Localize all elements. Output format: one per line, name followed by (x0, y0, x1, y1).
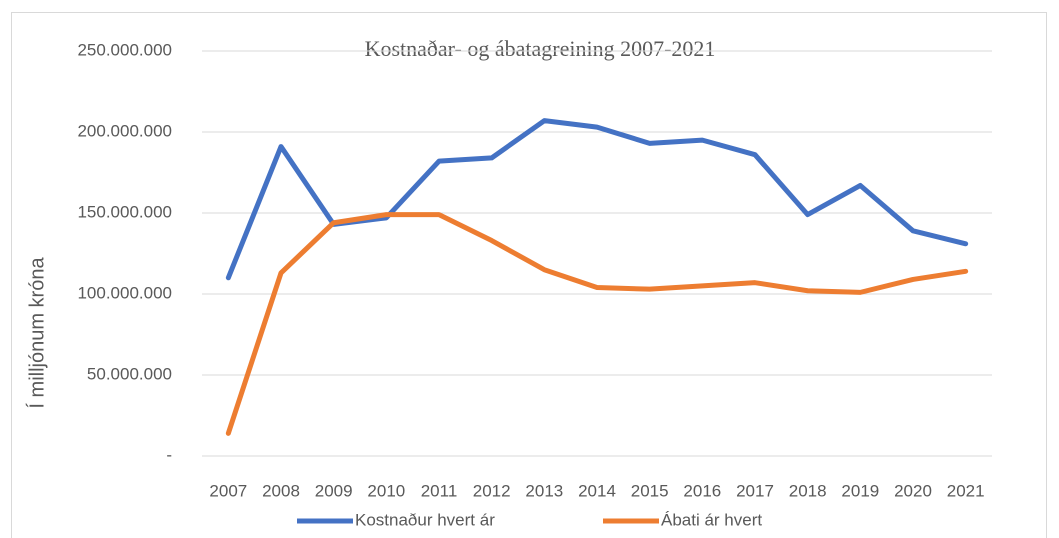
legend-label: Ábati ár hvert (661, 510, 762, 529)
legend-label: Kostnaður hvert ár (355, 510, 495, 529)
x-tick-label: 2007 (209, 481, 247, 500)
y-tick-label: 100.000.000 (77, 283, 172, 302)
x-tick-label: 2018 (789, 481, 827, 500)
x-tick-label: 2013 (525, 481, 563, 500)
y-tick-label: - (166, 445, 172, 464)
x-tick-label: 2017 (736, 481, 774, 500)
x-tick-label: 2012 (473, 481, 511, 500)
y-axis-label: Í milljónum króna (25, 257, 48, 409)
x-tick-label: 2010 (367, 481, 405, 500)
series-line (225, 118, 969, 281)
x-tick-label: 2008 (262, 481, 300, 500)
y-tick-label: 250.000.000 (77, 40, 172, 59)
y-tick-label: 200.000.000 (77, 121, 172, 140)
y-tick-label: 50.000.000 (87, 364, 172, 383)
series-line (225, 212, 969, 436)
x-tick-label: 2015 (631, 481, 669, 500)
x-tick-label: 2009 (315, 481, 353, 500)
chart-title: Kostnaðar- og ábatagreining 2007-2021 (365, 36, 716, 61)
x-tick-label: 2011 (421, 481, 458, 500)
x-tick-label: 2020 (894, 481, 932, 500)
y-tick-label: 150.000.000 (77, 202, 172, 221)
x-tick-label: 2019 (841, 481, 879, 500)
x-tick-label: 2014 (578, 481, 616, 500)
x-tick-label: 2021 (947, 481, 985, 500)
x-tick-label: 2016 (683, 481, 721, 500)
chart-border (11, 12, 1047, 538)
